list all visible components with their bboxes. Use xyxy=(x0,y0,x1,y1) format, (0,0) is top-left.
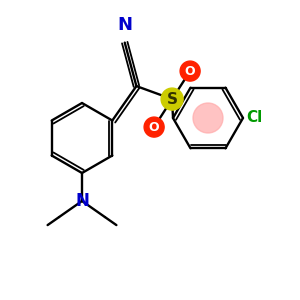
Text: S: S xyxy=(167,92,178,106)
Circle shape xyxy=(180,61,200,81)
Circle shape xyxy=(144,117,164,137)
Text: O: O xyxy=(185,64,195,78)
Text: N: N xyxy=(117,16,132,34)
Text: Cl: Cl xyxy=(246,110,262,125)
Circle shape xyxy=(161,88,183,110)
Text: O: O xyxy=(149,121,159,134)
Circle shape xyxy=(193,103,223,133)
Text: N: N xyxy=(75,192,89,210)
